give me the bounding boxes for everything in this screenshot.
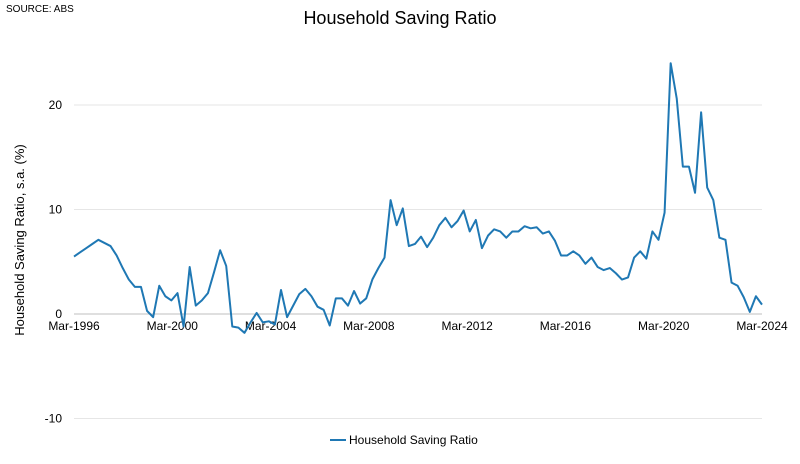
x-tick-label: Mar-2012 <box>441 319 493 333</box>
y-tick-label: 20 <box>49 98 63 112</box>
source-note: SOURCE: ABS <box>6 4 74 15</box>
x-tick-label: Mar-2020 <box>638 319 690 333</box>
series-line-household-saving-ratio <box>73 62 763 334</box>
x-tick-label: Mar-2016 <box>540 319 592 333</box>
x-axis-ticks: Mar-1996 Mar-2000 Mar-2004 Mar-2008 Mar-2012… <box>48 319 788 333</box>
x-tick-label: Mar-2008 <box>343 319 395 333</box>
x-tick-label: Mar-2004 <box>245 319 297 333</box>
y-tick-label: 0 <box>55 307 62 321</box>
x-tick-label: Mar-2000 <box>147 319 199 333</box>
legend: Household Saving Ratio <box>330 433 478 447</box>
y-axis-label: Household Saving Ratio, s.a. (%) <box>12 144 27 335</box>
y-tick-label: -10 <box>45 412 63 426</box>
x-tick-label: Mar-1996 <box>48 319 100 333</box>
gridlines <box>74 104 762 419</box>
x-tick-label: Mar-2024 <box>736 319 788 333</box>
y-axis-ticks: -10 0 10 20 <box>45 98 63 426</box>
legend-label: Household Saving Ratio <box>349 433 478 447</box>
y-tick-label: 10 <box>49 203 63 217</box>
chart-title: Household Saving Ratio <box>303 8 497 28</box>
